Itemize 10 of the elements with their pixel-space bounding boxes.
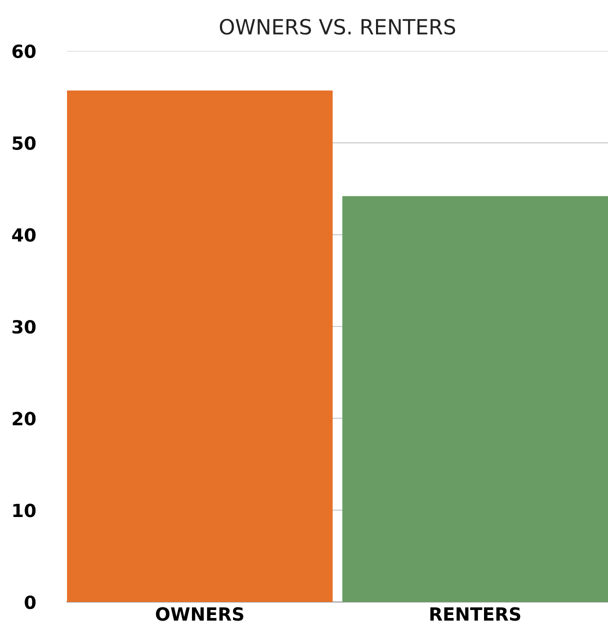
x-tick-label: RENTERS [430,607,520,621]
y-tick-label: 40 [12,228,36,242]
y-tick-label: 0 [24,595,36,610]
chart-title: OWNERS VS. RENTERS [220,18,456,35]
x-tick-label: OWNERS [156,607,244,621]
y-tick-label: 20 [12,412,36,426]
y-tick-label: 50 [12,136,36,150]
y-tick-label: 60 [12,44,36,58]
y-tick-label: 10 [13,504,36,518]
y-tick-label: 30 [12,320,36,334]
